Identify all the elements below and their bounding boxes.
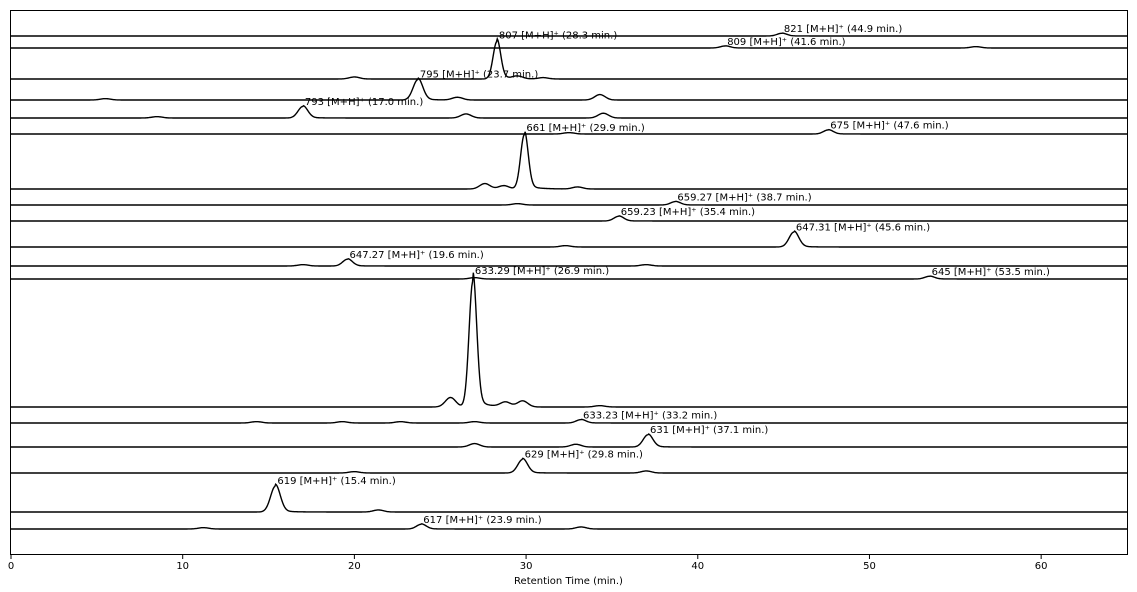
peak-annotation: 619 [M+H]⁺ (15.4 min.) [277,476,395,487]
x-tick-label: 10 [176,561,189,572]
peak-annotation: 633.29 [M+H]⁺ (26.9 min.) [475,266,609,277]
trace-line [11,418,1127,424]
trace-line [11,128,1127,135]
x-axis-label: Retention Time (min.) [514,576,623,587]
peak-annotation: 675 [M+H]⁺ (47.6 min.) [830,121,948,132]
peak-annotation: 647.27 [M+H]⁺ (19.6 min.) [350,250,484,261]
peak-annotation: 629 [M+H]⁺ (29.8 min.) [525,450,643,461]
peak-annotation: 647.31 [M+H]⁺ (45.6 min.) [796,222,930,233]
trace-line [11,104,1127,119]
peak-annotation: 645 [M+H]⁺ (53.5 min.) [932,267,1050,278]
trace-line [11,131,1127,190]
x-tick-label: 40 [691,561,704,572]
x-tick-label: 30 [520,561,533,572]
trace-line [11,32,1127,37]
peak-annotation: 659.27 [M+H]⁺ (38.7 min.) [677,192,811,203]
trace-line [11,230,1127,248]
plot-frame [10,10,1128,555]
trace-group [11,32,1127,530]
peak-annotation: 807 [M+H]⁺ (28.3 min.) [499,31,617,42]
peak-annotation: 631 [M+H]⁺ (37.1 min.) [650,425,768,436]
trace-line [11,77,1127,101]
trace-line [11,457,1127,474]
trace-line [11,482,1127,513]
peak-annotation: 821 [M+H]⁺ (44.9 min.) [784,24,902,35]
peak-annotation: 617 [M+H]⁺ (23.9 min.) [423,515,541,526]
trace-line [11,272,1127,408]
peak-annotation: 793 [M+H]⁺ (17.0 min.) [305,97,423,108]
x-tick-label: 20 [348,561,361,572]
trace-line [11,275,1127,280]
trace-line [11,523,1127,530]
annotation-group: 821 [M+H]⁺ (44.9 min.) 809 [M+H]⁺ (41.6 m… [277,24,1050,526]
x-tick-label: 50 [863,561,876,572]
trace-line [11,257,1127,267]
trace-line [11,215,1127,222]
peak-annotation: 809 [M+H]⁺ (41.6 min.) [727,37,845,48]
x-axis: 0 10 20 30 40 50 60 [8,555,1048,572]
peak-annotation: 661 [M+H]⁺ (29.9 min.) [526,123,644,134]
trace-line [11,45,1127,49]
trace-line [11,36,1127,80]
peak-annotation: 633.23 [M+H]⁺ (33.2 min.) [583,410,717,421]
trace-line [11,433,1127,448]
x-tick-label: 0 [8,561,14,572]
trace-line [11,200,1127,206]
peak-annotation: 659.23 [M+H]⁺ (35.4 min.) [621,207,755,218]
peak-annotation: 795 [M+H]⁺ (23.7 min.) [420,70,538,81]
x-tick-label: 60 [1035,561,1048,572]
